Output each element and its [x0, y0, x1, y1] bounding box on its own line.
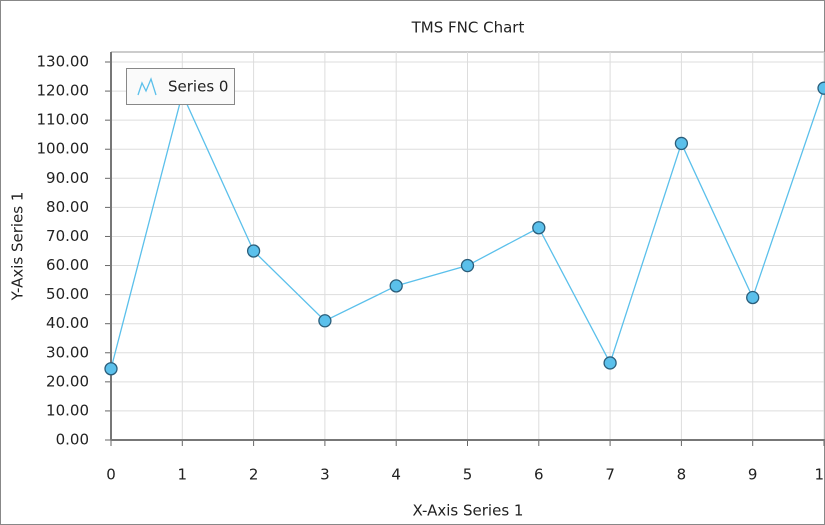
x-tick-label: 9: [748, 466, 758, 484]
y-tick-label: 30.00: [46, 343, 89, 361]
y-tick-label: 110.00: [37, 111, 90, 129]
data-point: [104, 362, 118, 376]
data-point: [817, 81, 825, 95]
y-tick-label: 10.00: [46, 401, 89, 419]
x-tick-label: 7: [605, 466, 615, 484]
data-point: [603, 356, 617, 370]
x-tick-label: 3: [320, 466, 330, 484]
y-tick-label: 90.00: [46, 169, 89, 187]
x-tick-label: 1: [178, 466, 188, 484]
y-tick-label: 80.00: [46, 198, 89, 216]
data-point: [389, 279, 403, 293]
legend-label: Series 0: [168, 78, 228, 96]
y-tick-label: 120.00: [37, 82, 90, 100]
chart-title: TMS FNC Chart: [411, 19, 525, 37]
data-point: [246, 244, 261, 258]
y-tick-label: 130.00: [37, 53, 90, 71]
x-tick-label: 5: [463, 466, 473, 484]
x-tick-label: 2: [249, 466, 259, 484]
data-point: [746, 290, 760, 305]
y-tick-label: 0.00: [56, 431, 89, 449]
x-tick-label: 8: [677, 466, 687, 484]
x-axis-title: X-Axis Series 1: [413, 502, 524, 520]
y-tick-label: 50.00: [46, 285, 89, 303]
y-axis-title: Y-Axis Series 1: [9, 192, 27, 302]
data-point: [532, 221, 546, 235]
y-tick-label: 70.00: [46, 227, 89, 245]
data-point: [318, 314, 332, 328]
x-tick-label: 10: [814, 466, 825, 484]
x-tick-label: 6: [534, 466, 544, 484]
legend-icon: [137, 77, 157, 96]
x-tick-label: 4: [391, 466, 401, 484]
data-point: [674, 136, 689, 151]
y-tick-label: 100.00: [37, 140, 90, 158]
y-tick-label: 20.00: [46, 372, 89, 390]
data-point: [460, 258, 475, 273]
x-tick-label: 0: [106, 466, 116, 484]
y-tick-label: 60.00: [46, 256, 89, 274]
legend-box: [126, 68, 235, 105]
y-tick-label: 40.00: [46, 314, 89, 332]
